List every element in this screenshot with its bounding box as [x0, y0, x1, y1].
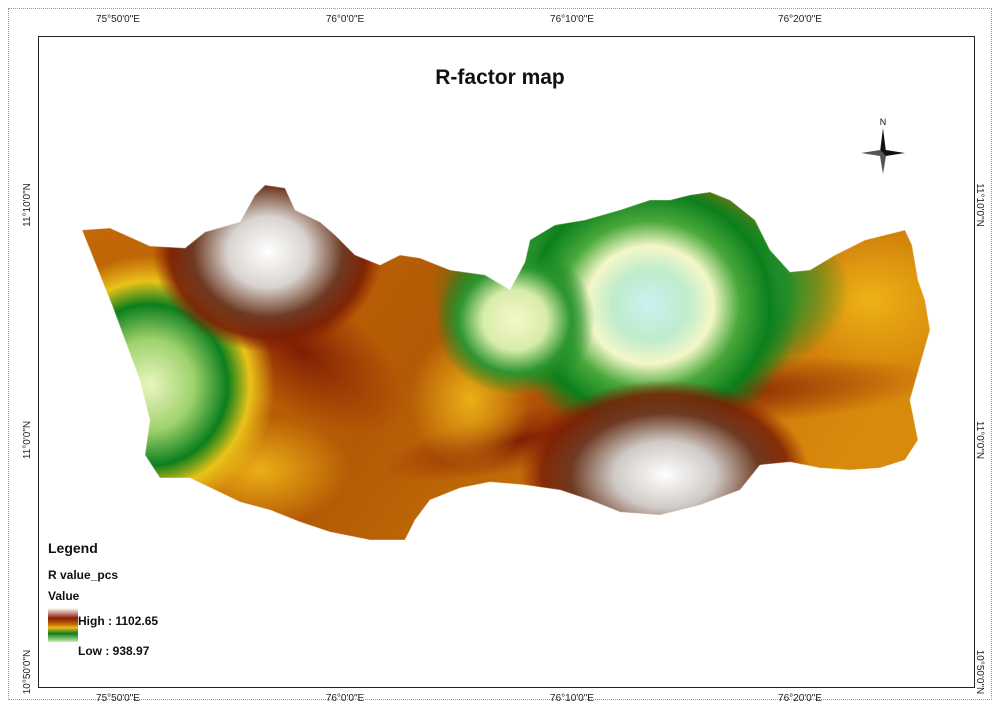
legend-field-name: Value	[48, 589, 80, 603]
legend-low-label: Low : 938.97	[78, 644, 150, 658]
legend-title: Legend	[48, 540, 98, 556]
bottom-tick-4: 76°20'0"E	[778, 693, 822, 704]
legend-color-ramp	[48, 608, 78, 642]
bottom-tick-2: 76°0'0"E	[325, 693, 365, 704]
north-label: N	[880, 117, 887, 127]
top-tick-4: 76°20'0"E	[778, 14, 822, 25]
north-arrow-icon: N	[858, 116, 908, 183]
map-frame	[8, 8, 992, 700]
bottom-tick-1: 75°50'0"E	[96, 693, 140, 704]
bottom-tick-3: 76°10'0"E	[550, 693, 594, 704]
raster-layer	[82, 185, 930, 540]
top-tick-3: 76°10'0"E	[550, 14, 594, 25]
legend: Legend R value_pcs Value	[48, 540, 118, 642]
legend-high-label: High : 1102.65	[78, 614, 159, 628]
region-boundary	[81, 184, 931, 541]
map-title: R-factor map	[435, 66, 565, 89]
legend-layer-name: R value_pcs	[48, 568, 119, 582]
top-tick-1: 75°50'0"E	[96, 14, 140, 25]
top-tick-2: 76°0'0"E	[325, 14, 365, 25]
